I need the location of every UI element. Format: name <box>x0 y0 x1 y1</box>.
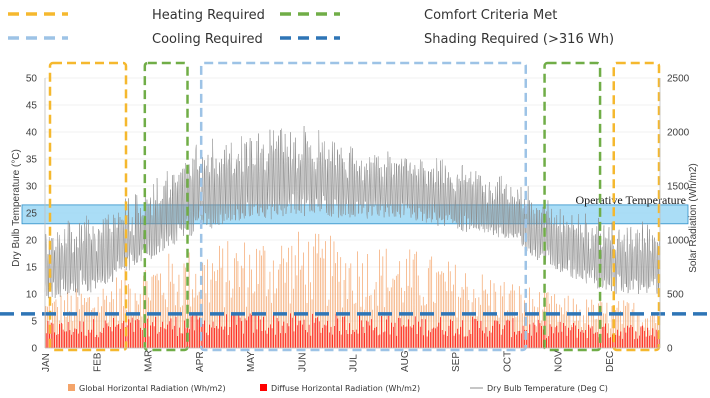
y-tick-label-left: 5 <box>31 317 37 328</box>
x-tick-label-month: DEC <box>605 351 616 372</box>
legend-label: Heating Required <box>152 8 265 23</box>
x-tick-label-month: AUG <box>400 350 411 372</box>
legend-square-swatch <box>260 384 267 391</box>
heating-period-box <box>48 61 128 352</box>
x-tick-label-month: JUN <box>297 353 308 372</box>
y-axis-title-right: Solar Radiation (Wh/m2) <box>688 163 699 272</box>
y-tick-label-right: 2500 <box>667 74 690 85</box>
diffuse-radiation-spikes <box>45 312 660 348</box>
legend-label: Diffuse Horizontal Radiation (Wh/m2) <box>271 384 420 393</box>
y-axis-title-left: Dry Bulb Temperature (°C) <box>11 149 22 267</box>
x-tick-label-month: FEB <box>92 352 103 372</box>
global-radiation-series <box>45 231 660 348</box>
y-tick-label-left: 15 <box>26 263 38 274</box>
temperature-series <box>44 126 660 299</box>
x-tick-label-month: JUL <box>349 354 360 372</box>
y-tick-label-left: 30 <box>26 182 38 193</box>
y-tick-label-right: 1000 <box>667 236 690 247</box>
y-tick-label-left: 25 <box>26 209 38 220</box>
x-tick-label-month: NOV <box>554 350 565 372</box>
y-tick-label-right: 2000 <box>667 128 690 139</box>
y-tick-label-left: 10 <box>26 290 38 301</box>
legend-label: Global Horizontal Radiation (Wh/m2) <box>79 384 226 393</box>
legend-top: Heating Required Comfort Criteria Met Cool… <box>8 8 614 47</box>
legend-label: Comfort Criteria Met <box>424 8 557 23</box>
diffuse-radiation-series <box>45 312 660 348</box>
legend-label: Dry Bulb Temperature (Deg C) <box>487 384 608 393</box>
y-tick-label-left: 45 <box>26 101 38 112</box>
x-tick-label-month: OCT <box>502 351 513 372</box>
y-tick-label-left: 20 <box>26 236 38 247</box>
x-tick-label-month: MAY <box>246 351 257 372</box>
global-radiation-spikes <box>45 231 660 348</box>
comfort-period-box <box>143 61 189 352</box>
legend-label: Shading Required (>316 Wh) <box>424 32 614 47</box>
dry-bulb-temperature-line <box>44 126 660 299</box>
y-tick-label-left: 0 <box>31 344 37 355</box>
operative-temperature-label: Operative Temperature <box>575 193 686 207</box>
x-tick-label-month: SEP <box>451 352 462 372</box>
x-tick-label-month: MAR <box>144 350 155 372</box>
x-tick-label-month: APR <box>195 351 206 372</box>
y-tick-label-left: 50 <box>26 74 38 85</box>
y-tick-label-left: 35 <box>26 155 38 166</box>
comfort-period-box <box>543 61 602 352</box>
cooling-period-box <box>199 61 527 352</box>
y-tick-label-right: 1500 <box>667 182 690 193</box>
y-tick-label-right: 0 <box>667 344 673 355</box>
heating-period-box <box>612 61 661 352</box>
period-boxes <box>48 61 661 352</box>
legend-label: Cooling Required <box>152 32 263 47</box>
legend-bottom: Global Horizontal Radiation (Wh/m2) Diffu… <box>68 384 608 393</box>
y-tick-label-left: 40 <box>26 128 38 139</box>
x-tick-label-month: JAN <box>41 353 52 372</box>
y-tick-label-right: 500 <box>667 290 684 301</box>
axes: 0510152025303540455005001000150020002500… <box>11 74 699 373</box>
legend-square-swatch <box>68 384 75 391</box>
